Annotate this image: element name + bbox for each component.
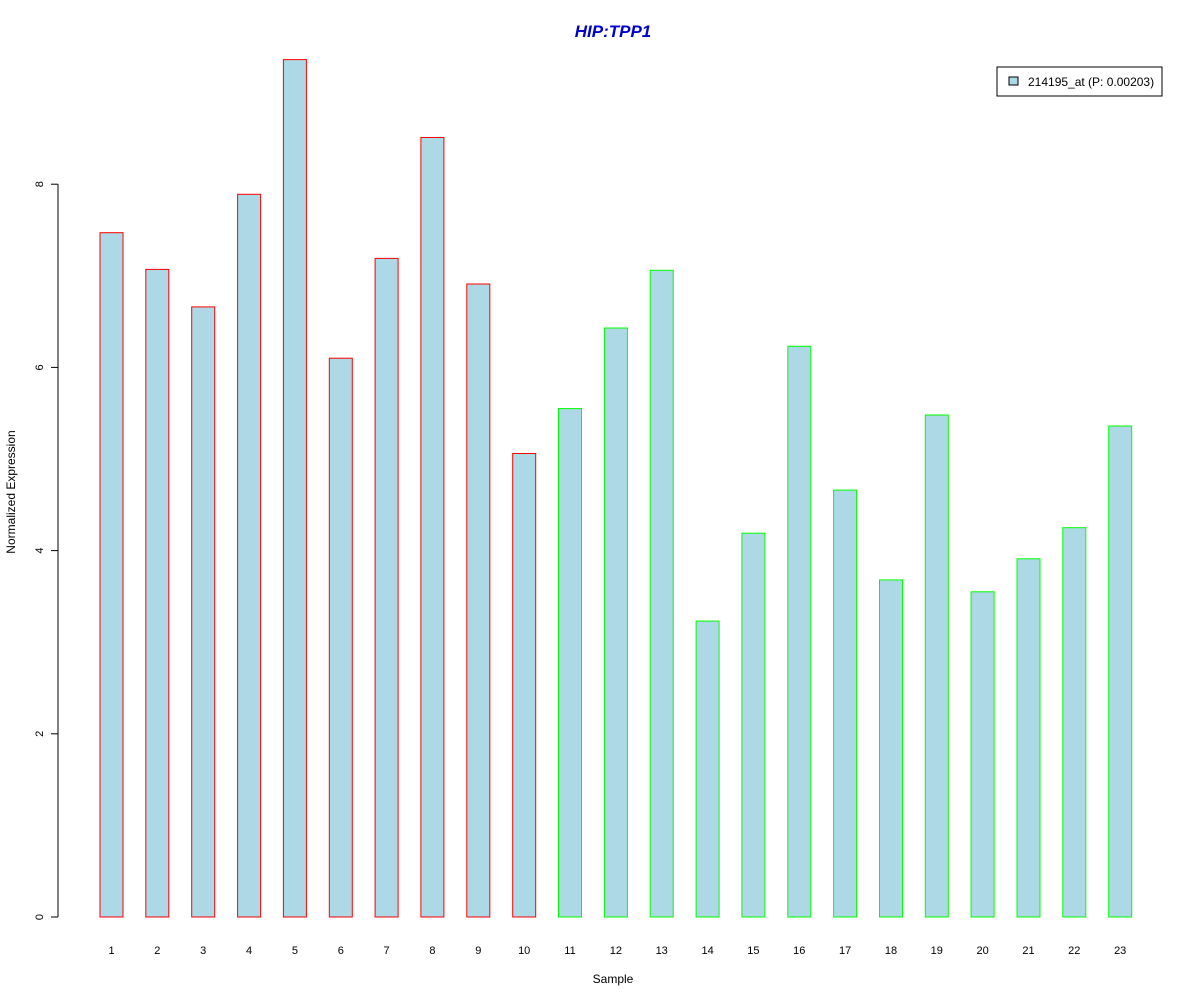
bar — [558, 408, 582, 918]
x-tick-label: 18 — [885, 945, 897, 957]
x-tick-label: 21 — [1022, 945, 1034, 957]
bars-group — [99, 59, 1133, 918]
x-tick-label: 5 — [292, 945, 298, 957]
x-tick-label: 3 — [200, 945, 206, 957]
y-axis-label: Normalized Expression — [4, 430, 18, 553]
chart-title: HIP:TPP1 — [575, 22, 652, 41]
bar — [924, 414, 949, 918]
x-tick-label: 16 — [793, 945, 805, 957]
x-tick-label: 2 — [154, 945, 160, 957]
x-tick-label: 20 — [976, 945, 988, 957]
bar — [99, 232, 124, 918]
x-tick-label: 13 — [656, 945, 668, 957]
x-tick-label: 6 — [338, 945, 344, 957]
y-tick-label: 8 — [34, 181, 46, 187]
y-tick-label: 0 — [34, 914, 46, 920]
bar — [695, 620, 720, 918]
legend: 214195_at (P: 0.00203) — [996, 66, 1163, 97]
bar — [649, 269, 674, 918]
x-tick-label: 10 — [518, 945, 530, 957]
legend-swatch — [1008, 76, 1019, 86]
y-tick-label: 4 — [34, 548, 46, 554]
x-tick-label: 4 — [246, 945, 252, 957]
bar — [191, 306, 216, 918]
x-tick-label: 15 — [747, 945, 759, 957]
bar — [879, 579, 903, 918]
x-axis-label: Sample — [593, 972, 634, 986]
x-tick-label: 23 — [1114, 945, 1126, 957]
bar — [1062, 527, 1087, 918]
y-tick-label: 6 — [34, 364, 46, 370]
x-tick-label: 14 — [701, 945, 713, 957]
x-tick-label: 12 — [610, 945, 622, 957]
bar — [1016, 558, 1041, 918]
bar — [328, 357, 353, 918]
bar — [787, 345, 812, 918]
bar — [741, 532, 766, 918]
x-tick-label: 17 — [839, 945, 851, 957]
bar — [833, 489, 858, 918]
bar — [970, 591, 995, 918]
bar — [282, 59, 307, 918]
y-axis: 0 2 4 6 8 — [34, 181, 59, 920]
x-tick-label: 19 — [931, 945, 943, 957]
x-tick-label: 9 — [475, 945, 481, 957]
bar — [512, 453, 537, 918]
bar — [237, 193, 262, 918]
bar — [420, 137, 445, 918]
x-tick-label: 22 — [1068, 945, 1080, 957]
legend-box — [996, 66, 1163, 97]
bar — [603, 327, 628, 918]
legend-label: 214195_at (P: 0.00203) — [1028, 75, 1154, 89]
bar — [145, 268, 170, 918]
bar — [374, 257, 399, 918]
x-tick-labels: 1 2 3 4 5 6 7 8 9 10 11 12 13 14 15 16 17 18 19 20 21 22 23 — [108, 945, 1126, 957]
bar — [1108, 425, 1133, 918]
bar — [466, 283, 491, 918]
x-tick-label: 11 — [564, 945, 575, 957]
x-tick-label: 1 — [108, 945, 114, 957]
x-tick-label: 8 — [429, 945, 435, 957]
y-tick-label: 2 — [34, 731, 46, 737]
x-tick-label: 7 — [384, 945, 390, 957]
